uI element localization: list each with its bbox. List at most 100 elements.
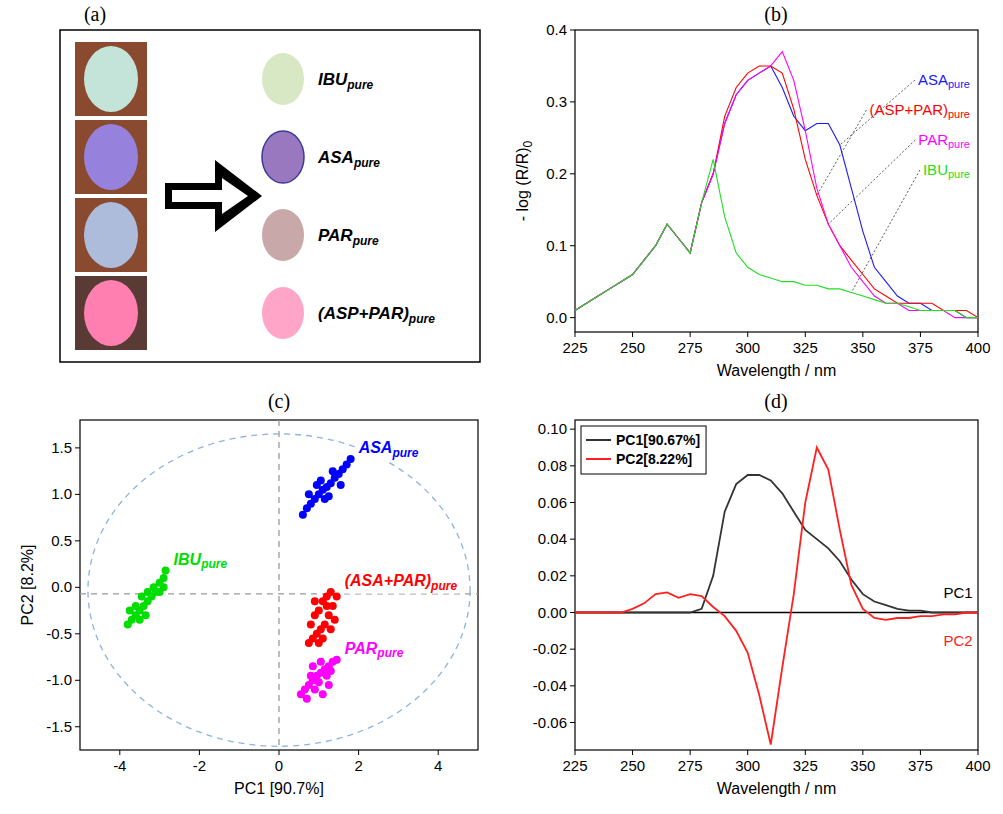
- y-axis-title: PC2 [8.2%]: [19, 545, 36, 626]
- figure: IBUpureASApurePARpure(ASP+PAR)pure(a)225…: [0, 0, 1003, 814]
- pill-label-main: PAR: [318, 226, 353, 245]
- leader-line: [828, 140, 915, 224]
- y-tick: [570, 649, 575, 650]
- x-tick: [690, 332, 691, 337]
- y-tick-label: 0.4: [546, 21, 567, 38]
- photo-background: [75, 198, 147, 272]
- x-tick: [805, 750, 806, 755]
- arrow: [165, 160, 262, 232]
- x-tick: [862, 750, 863, 755]
- point: [162, 567, 170, 575]
- y-tick-label: 0.1: [546, 237, 567, 254]
- point: [319, 634, 327, 642]
- y-tick: [570, 502, 575, 503]
- y-tick-label: 0.06: [538, 494, 567, 511]
- y-tick-label: 0.5: [51, 532, 72, 549]
- x-tick: [279, 750, 280, 755]
- y-tick: [75, 633, 80, 634]
- photo-pill: [84, 46, 138, 112]
- pill: [262, 53, 304, 105]
- point: [327, 625, 335, 633]
- point: [327, 588, 335, 596]
- cluster-label: PARpure: [345, 640, 404, 661]
- y-tick: [570, 429, 575, 430]
- x-tick: [632, 750, 633, 755]
- x-tick-label: 4: [434, 757, 442, 774]
- x-tick-label: 300: [735, 339, 760, 356]
- point: [323, 602, 331, 610]
- pill-label: PARpure: [318, 226, 379, 248]
- point: [333, 656, 341, 664]
- series-line: [575, 66, 978, 318]
- y-tick: [570, 465, 575, 466]
- y-tick: [75, 540, 80, 541]
- legend: ASApure(ASP+PAR)purePARpureIBUpure: [817, 71, 970, 292]
- pill-label-subscript: pure: [346, 78, 373, 92]
- pill-label-main: ASA: [317, 148, 354, 167]
- point: [142, 611, 150, 619]
- point: [311, 686, 319, 694]
- label-patch: [343, 639, 406, 662]
- x-tick: [920, 750, 921, 755]
- series-label-subscript: pure: [948, 168, 970, 180]
- x-tick-label: 2: [354, 757, 362, 774]
- y-tick: [570, 685, 575, 686]
- image-panel: IBUpureASApurePARpure(ASP+PAR)pure: [60, 30, 480, 362]
- y-tick-label: -1.0: [46, 671, 72, 688]
- x-tick: [805, 332, 806, 337]
- point: [325, 681, 333, 689]
- y-axis-title: - log (R/R)0: [514, 140, 535, 221]
- label-patch: [343, 571, 460, 594]
- pill: [262, 131, 304, 183]
- cluster-label-subscript: pure: [376, 646, 403, 660]
- photo-background: [75, 120, 147, 194]
- x-axis-title: PC1 [90.7%]: [234, 780, 324, 797]
- y-tick-label: -1.5: [46, 718, 72, 735]
- point: [337, 481, 345, 489]
- series-label-main: ASA: [918, 71, 948, 88]
- y-tick-label: 0.08: [538, 457, 567, 474]
- panel-letter: (c): [268, 390, 290, 413]
- axes: -4-2024-1.5-1.0-0.50.00.51.01.5PC1 [90.7…: [19, 420, 478, 797]
- x-tick-label: -4: [113, 757, 126, 774]
- plot-data: [575, 52, 978, 318]
- x-tick: [690, 750, 691, 755]
- y-tick-label: -0.02: [533, 640, 567, 657]
- y-tick-label: 0.0: [51, 578, 72, 595]
- legend-label: PC1[90.67%]: [616, 432, 700, 448]
- x-tick: [358, 750, 359, 755]
- x-tick: [920, 332, 921, 337]
- series-label-subscript: pure: [948, 78, 970, 90]
- x-tick-label: 250: [620, 757, 645, 774]
- axes: 225250275300325350375400-0.06-0.04-0.020…: [533, 420, 991, 797]
- x-tick-label: 300: [735, 757, 760, 774]
- plot-frame: [575, 30, 978, 332]
- cluster-label-main: (ASA+PAR): [345, 572, 431, 589]
- series-label-subscript: pure: [948, 138, 970, 150]
- cluster-label-subscript: pure: [430, 579, 457, 593]
- point: [317, 658, 325, 666]
- photo-pill: [84, 202, 138, 268]
- photo-pill: [84, 280, 138, 346]
- series-label-main: IBU: [923, 161, 948, 178]
- cluster-label: (ASA+PAR)pure: [345, 572, 458, 593]
- y-tick-label: 0.0: [546, 309, 567, 326]
- series-line: [575, 52, 978, 318]
- series-label: ASApure: [918, 71, 970, 90]
- arrow-inner: [172, 178, 248, 214]
- y-tick: [570, 539, 575, 540]
- plot-frame: [575, 420, 978, 750]
- y-tick-label: 0.3: [546, 93, 567, 110]
- point: [303, 695, 311, 703]
- x-tick: [438, 750, 439, 755]
- pill-label: (ASP+PAR)pure: [318, 304, 435, 326]
- x-tick: [632, 332, 633, 337]
- y-tick-label: 1.0: [51, 485, 72, 502]
- point: [325, 492, 333, 500]
- legend: PC1[90.67%]PC2[8.22%]PC1PC2: [581, 426, 973, 649]
- cluster-label-main: IBU: [174, 551, 202, 568]
- x-tick-label: 225: [562, 757, 587, 774]
- y-tick: [570, 30, 575, 31]
- x-tick-label: -2: [193, 757, 206, 774]
- series-label-subscript: pure: [948, 108, 970, 120]
